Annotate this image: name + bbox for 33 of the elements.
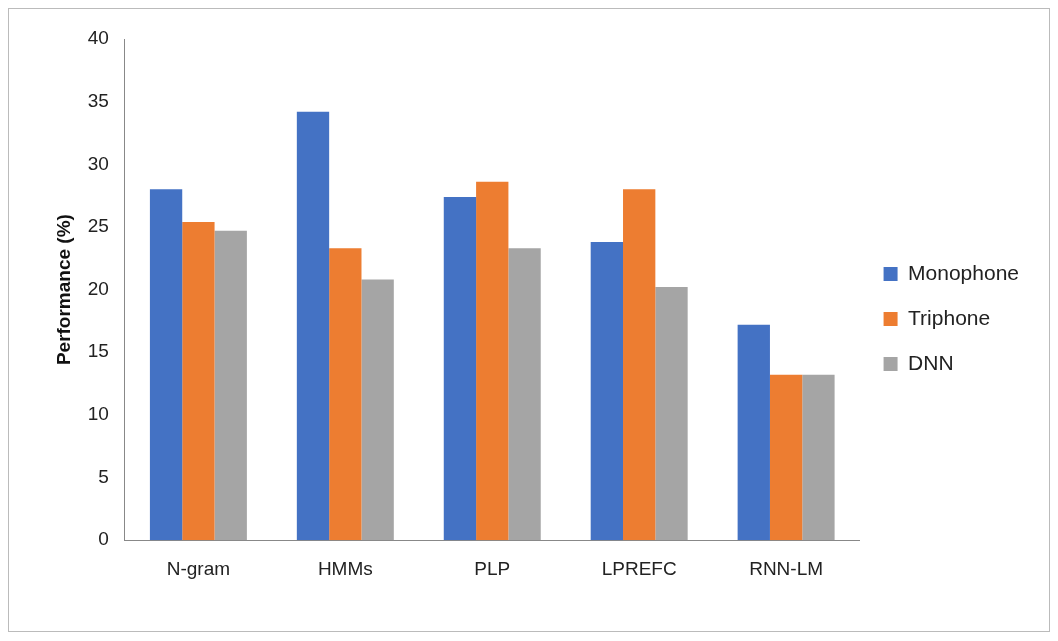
y-tick-label: 10 [87, 403, 109, 425]
bar [590, 241, 624, 541]
bar [655, 287, 688, 541]
bar [508, 248, 541, 541]
y-tick-label: 15 [87, 340, 109, 362]
legend-label: Triphone [908, 305, 991, 329]
bar [182, 221, 215, 541]
x-tick-label: PLP [474, 557, 511, 579]
bar [149, 189, 183, 541]
bar [214, 230, 247, 541]
y-axis-title: Performance (%) [52, 214, 74, 366]
bar [443, 196, 477, 541]
y-tick-label: 0 [98, 528, 109, 550]
bar [296, 111, 330, 541]
bar [769, 374, 803, 541]
y-tick-label: 35 [87, 89, 109, 111]
bar [737, 324, 770, 541]
x-tick-label: RNN-LM [749, 557, 824, 579]
bar [361, 279, 394, 541]
legend-label: Monophone [908, 260, 1020, 284]
y-tick-label: 40 [87, 27, 109, 49]
bar [329, 248, 362, 541]
bar [476, 181, 509, 541]
y-tick-label: 20 [87, 277, 109, 299]
x-tick-label: HMMs [317, 557, 373, 579]
y-tick-label: 25 [87, 215, 109, 237]
bar [802, 374, 835, 541]
legend-label: DNN [908, 350, 954, 374]
y-tick-label: 5 [98, 465, 109, 487]
y-tick-label: 30 [87, 152, 109, 174]
bar [623, 189, 656, 541]
x-tick-label: N-gram [166, 557, 231, 579]
x-tick-label: LPREFC [601, 557, 677, 579]
